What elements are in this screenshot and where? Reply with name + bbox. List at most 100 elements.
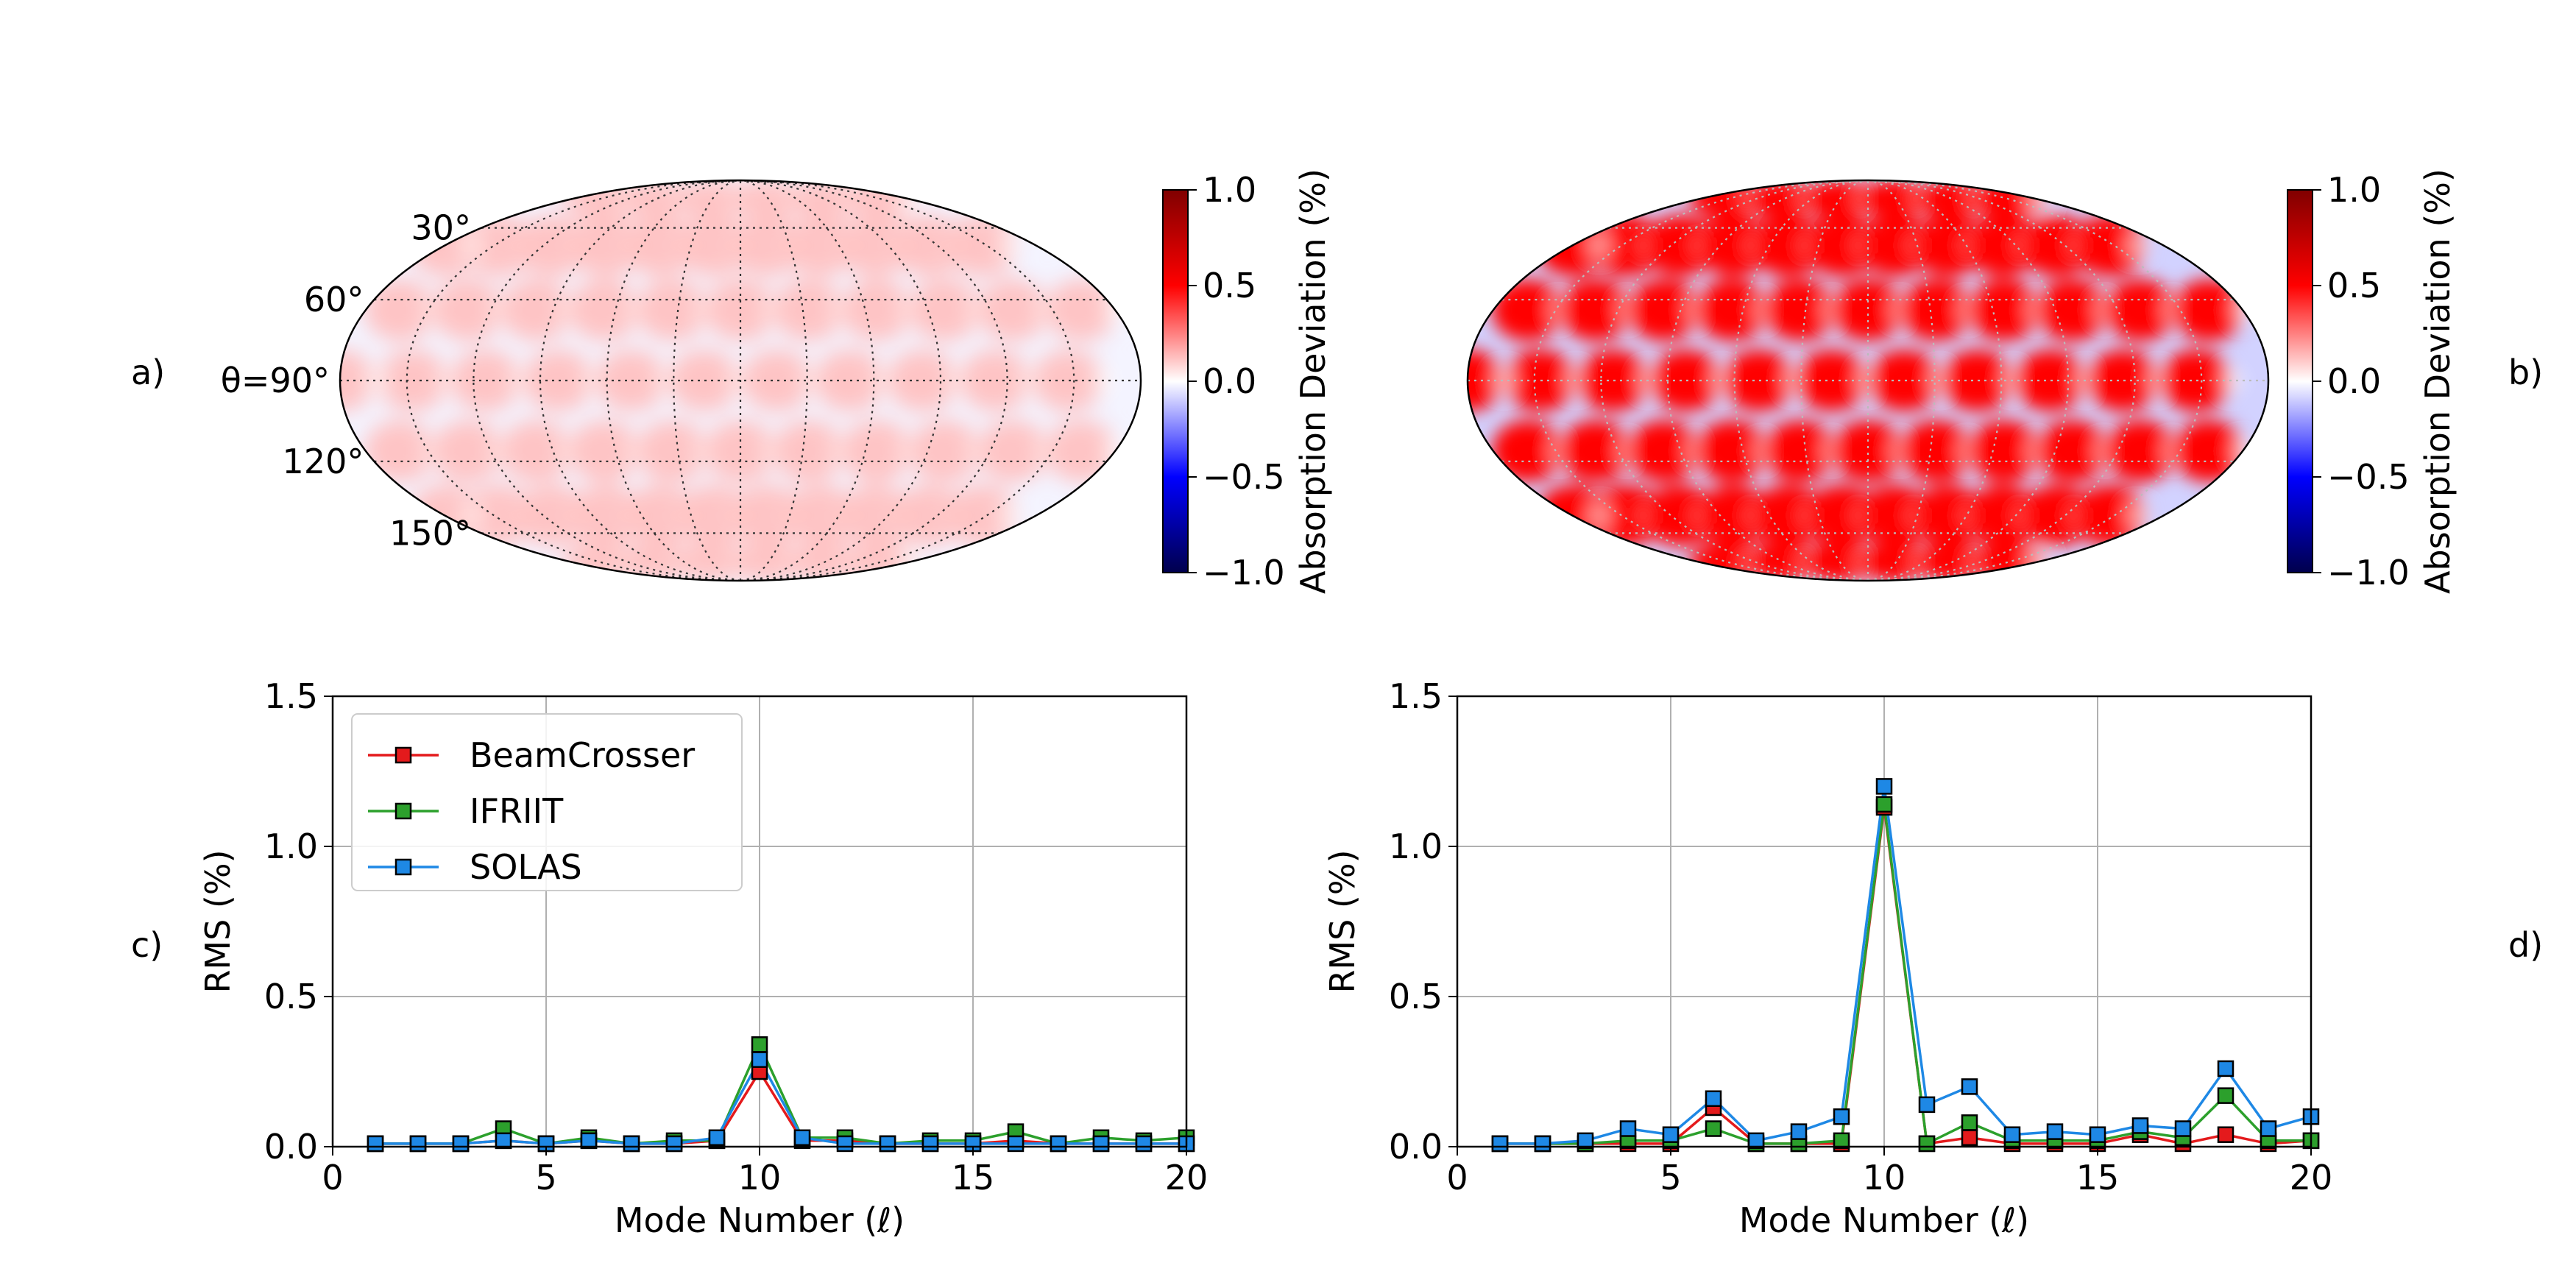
data-point-solas (879, 1135, 896, 1153)
data-point-solas (1092, 1135, 1110, 1153)
absorption-spot (517, 214, 588, 277)
mollweide-map-a: 30° 60° θ=90° 120° 150° (221, 179, 1142, 582)
data-point-ifriit (1961, 1114, 1978, 1131)
absorption-spot (568, 420, 640, 482)
colorbar-tick-label: 0.0 (1203, 361, 1256, 401)
absorption-spot (2105, 420, 2176, 482)
absorption-spot (1805, 214, 1877, 277)
absorption-spot (500, 279, 572, 342)
y-tick-label: 0.5 (264, 977, 318, 1016)
absorption-spot (2020, 214, 2092, 277)
absorption-spot (732, 484, 803, 547)
latitude-label: 30° (411, 208, 471, 248)
absorption-spot (1832, 279, 1904, 342)
y-tick-label: 1.5 (1389, 676, 1443, 716)
absorption-spot (668, 350, 740, 411)
map-outline (339, 179, 1142, 582)
legend: BeamCrosser IFRIIT SOLAS (351, 713, 743, 891)
data-point-beamcrosser (1961, 1129, 1978, 1147)
absorption-spot (732, 214, 803, 277)
absorption-spot (595, 350, 667, 411)
x-tick-label: 15 (952, 1158, 995, 1197)
absorption-spot (1913, 484, 1984, 547)
colorbar-tick-label: 0.5 (2327, 266, 2381, 305)
legend-entry: SOLAS (470, 847, 582, 887)
colorbar-tick-label: 0.5 (1203, 266, 1256, 305)
x-tick-label: 5 (1660, 1158, 1681, 1197)
legend-swatch-marker (394, 802, 412, 820)
absorption-spot (450, 350, 522, 411)
latitude-label: θ=90° (221, 361, 330, 400)
data-point-solas (409, 1135, 427, 1153)
x-tick-label: 0 (1446, 1158, 1468, 1197)
latitude-label: 120° (283, 442, 364, 481)
data-point-solas (2003, 1126, 2021, 1143)
neutral-spot (2125, 233, 2149, 258)
absorption-spot (1590, 484, 1662, 547)
colorbar-label: Absorption Deviation (%) (2418, 169, 2458, 594)
absorption-spot (1942, 350, 2013, 411)
neutral-spot (1092, 369, 1117, 392)
absorption-spot (1968, 279, 2040, 342)
absorption-spot (637, 279, 708, 342)
absorption-spot (1045, 279, 1117, 342)
absorption-spot (1869, 350, 1940, 411)
legend-swatch-marker (394, 858, 412, 876)
absorption-spot (517, 484, 588, 547)
absorption-spot (785, 214, 857, 277)
absorption-spot (1915, 180, 1990, 219)
data-point-ifriit (1918, 1135, 1936, 1153)
grid (1457, 696, 2312, 1147)
map-outline (1466, 179, 2270, 582)
absorption-spot (946, 484, 1019, 547)
latitude-label: 60° (304, 280, 364, 319)
series-line-ifriit (1500, 804, 2311, 1146)
graticule (340, 180, 1141, 581)
data-point-solas (623, 1135, 640, 1153)
data-point-solas (1135, 1135, 1153, 1153)
absorption-spot (841, 420, 913, 482)
data-point-solas (1833, 1108, 1850, 1125)
data-point-solas (1961, 1078, 1978, 1095)
absorption-spot (704, 420, 776, 482)
y-tick-label: 1.0 (264, 827, 318, 866)
y-tick-label: 1.5 (264, 676, 318, 716)
data-point-ifriit (1875, 796, 1893, 813)
absorption-spot (1859, 214, 1931, 277)
absorption-spot (741, 350, 813, 411)
absorption-spot (1752, 214, 1823, 277)
absorption-spot (2020, 484, 2092, 547)
absorption-spot (1913, 214, 1984, 277)
data-point-solas (836, 1135, 854, 1153)
absorption-spot (624, 214, 696, 277)
data-point-solas (665, 1135, 683, 1153)
absorption-spot (959, 350, 1031, 411)
data-point-solas (921, 1135, 939, 1153)
graticule (1468, 180, 2268, 581)
absorption-spot (678, 484, 749, 547)
absorption-spot (1627, 420, 1699, 482)
absorption-spot (1802, 180, 1878, 219)
colorbar-tick-label: −1.0 (1203, 553, 1285, 592)
data-point-solas (1747, 1132, 1765, 1150)
absorption-spot (839, 484, 910, 547)
absorption-spot (637, 420, 708, 482)
data-point-solas (1577, 1132, 1594, 1150)
absorption-spot (624, 484, 696, 547)
absorption-spot (1698, 214, 1769, 277)
colorbar-tick-label: 1.0 (2327, 170, 2381, 210)
colorbar-tick-label: 0.0 (2327, 361, 2381, 401)
neutral-spot (459, 233, 484, 258)
data-point-solas (1918, 1096, 1936, 1114)
colorbar-a: 1.0 0.5 0.0 −0.5 −1.0 Absorption Deviation (%… (1162, 169, 1333, 594)
absorption-spot (814, 350, 885, 411)
data-point-ifriit (2217, 1087, 2234, 1104)
absorption-spot (568, 279, 640, 342)
absorption-spot (773, 420, 844, 482)
y-tick-label: 1.0 (1389, 827, 1443, 866)
absorption-spot (1032, 350, 1104, 411)
absorption-spot (1746, 180, 1821, 219)
y-tick-label: 0.0 (264, 1127, 318, 1167)
absorption-spot (2074, 484, 2146, 547)
absorption-spot (893, 484, 964, 547)
